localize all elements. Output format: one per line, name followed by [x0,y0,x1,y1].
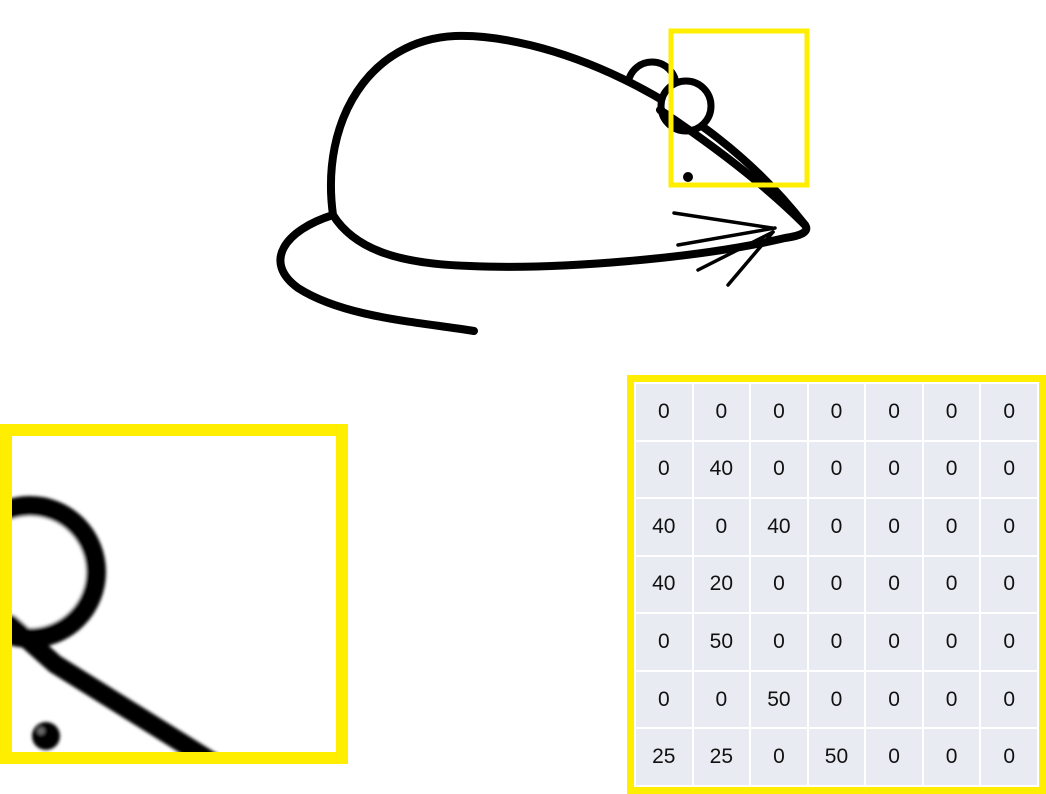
matrix-cell: 0 [981,441,1037,498]
matrix-cell: 0 [693,499,750,555]
matrix-cell: 0 [866,499,922,555]
zoom-frame [0,424,348,764]
matrix-cell: 50 [808,729,865,785]
matrix-cell: 0 [751,729,807,785]
matrix-cell: 0 [923,556,980,613]
matrix-cell: 50 [693,614,750,670]
matrix-cell: 50 [751,671,807,728]
matrix-cell: 0 [923,671,980,728]
matrix-cell: 0 [923,499,980,555]
pixel-value-matrix: 0 0 0 0 0 0 0 0 40 0 0 0 0 0 40 0 40 0 0 0 0 40 20 0 0 0 0 0 0 50 0 0 0 0… [627,375,1046,794]
matrix-cell: 0 [636,441,692,498]
pixel-value-table: 0 0 0 0 0 0 0 0 40 0 0 0 0 0 40 0 40 0 0 0 0 40 20 0 0 0 0 0 0 50 0 0 0 0… [634,382,1039,787]
matrix-cell: 0 [866,729,922,785]
matrix-cell: 0 [693,384,750,440]
matrix-cell: 0 [923,729,980,785]
matrix-cell: 0 [808,556,865,613]
matrix-cell: 0 [808,499,865,555]
matrix-cell: 0 [808,384,865,440]
mouse-tail [276,211,478,335]
matrix-cell: 0 [866,671,922,728]
matrix-cell: 0 [923,384,980,440]
matrix-cell: 40 [636,556,692,613]
mouse-drawing-icon [276,28,811,335]
matrix-cell: 20 [693,556,750,613]
matrix-cell: 0 [981,729,1037,785]
matrix-cell: 0 [636,671,692,728]
matrix-cell: 0 [636,384,692,440]
matrix-cell: 0 [636,614,692,670]
mouse-body [326,31,811,271]
matrix-cell: 25 [636,729,692,785]
matrix-cell: 0 [981,614,1037,670]
matrix-cell: 0 [866,384,922,440]
matrix-cell: 0 [693,671,750,728]
mouse-head-line [656,106,809,229]
matrix-cell: 0 [866,441,922,498]
zoom-head-line [8,614,221,756]
matrix-cell: 0 [751,614,807,670]
matrix-row: 25 25 0 50 0 0 0 [636,729,1037,785]
matrix-cell: 40 [693,441,750,498]
matrix-cell: 40 [751,499,807,555]
matrix-cell: 25 [693,729,750,785]
mouse-eye [683,172,693,182]
matrix-row: 0 0 50 0 0 0 0 [636,671,1037,728]
matrix-cell: 40 [636,499,692,555]
matrix-cell: 0 [808,441,865,498]
highlight-box [668,28,810,188]
matrix-cell: 0 [808,671,865,728]
matrix-cell: 0 [751,556,807,613]
matrix-row: 40 20 0 0 0 0 0 [636,556,1037,613]
matrix-cell: 0 [751,441,807,498]
matrix-cell: 0 [981,384,1037,440]
matrix-row: 0 40 0 0 0 0 0 [636,441,1037,498]
matrix-cell: 0 [751,384,807,440]
matrix-cell: 0 [923,614,980,670]
matrix-cell: 0 [981,499,1037,555]
matrix-cell: 0 [981,671,1037,728]
matrix-cell: 0 [866,614,922,670]
mouse-whiskers [672,211,777,287]
zoom-eye [32,722,60,750]
matrix-cell: 0 [981,556,1037,613]
matrix-cell: 0 [923,441,980,498]
matrix-row: 0 50 0 0 0 0 0 [636,614,1037,670]
matrix-cell: 0 [808,614,865,670]
matrix-cell: 0 [866,556,922,613]
zoomed-ear-crop [0,424,348,764]
matrix-row: 40 0 40 0 0 0 0 [636,499,1037,555]
